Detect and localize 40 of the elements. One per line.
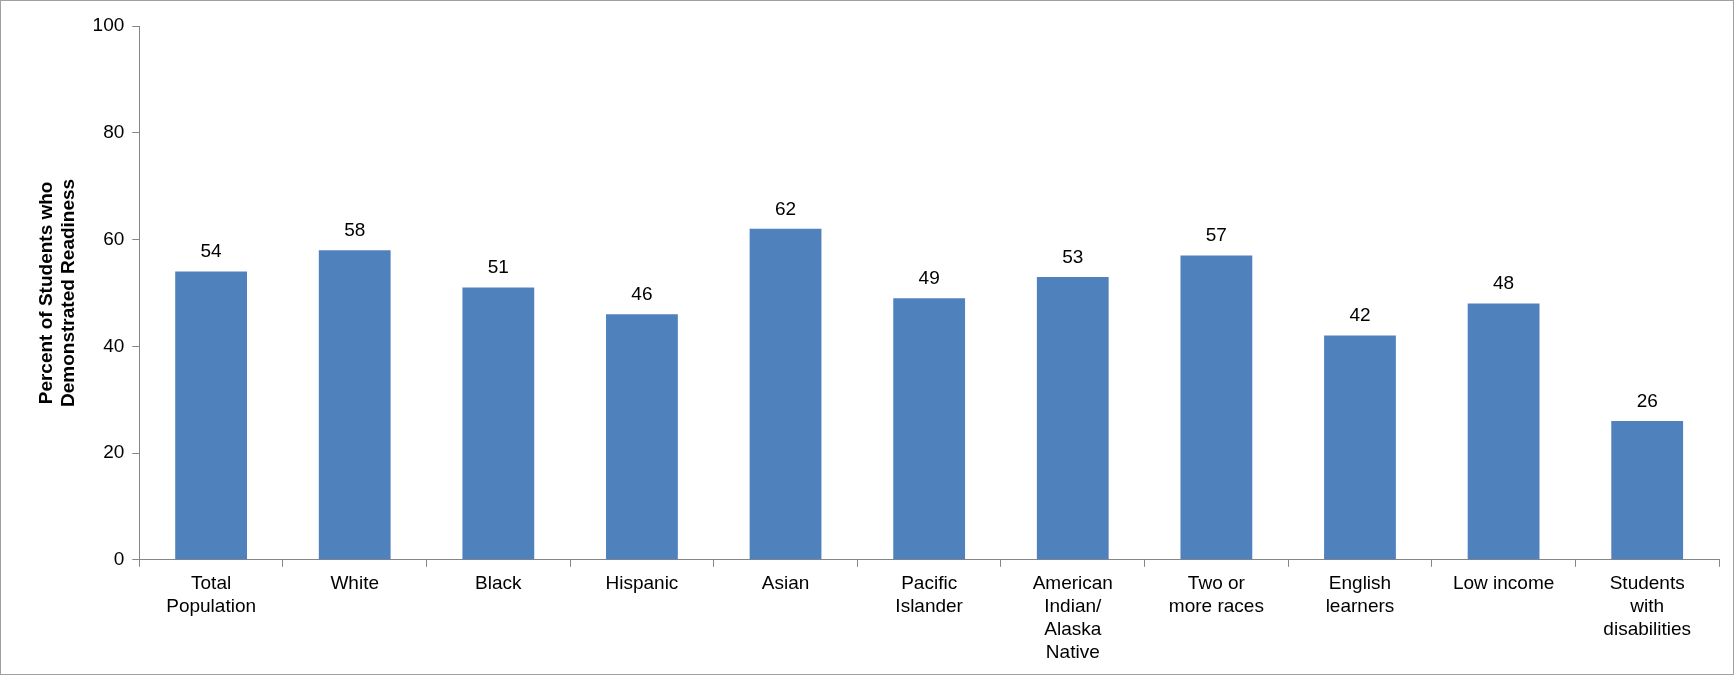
bar: [318, 250, 391, 560]
bar: [175, 271, 248, 560]
y-tick-label: 60: [103, 227, 125, 249]
x-tick-label: Students with disabilities: [1603, 572, 1692, 640]
y-tick-label: 100: [92, 14, 125, 36]
bar: [1180, 255, 1253, 560]
data-label: 53: [1062, 245, 1084, 267]
x-tick-label: White: [330, 572, 379, 594]
data-label: 57: [1205, 224, 1227, 246]
y-tick-label: 0: [113, 548, 125, 570]
x-tick-label: Low income: [1452, 572, 1555, 594]
x-tick-label: English learners: [1325, 572, 1395, 617]
y-tick-label: 40: [103, 334, 125, 356]
bar: [1036, 276, 1109, 560]
bar: [1611, 421, 1684, 560]
y-tick-label: 80: [103, 120, 125, 142]
data-label: 54: [200, 240, 223, 262]
x-tick-label: Black: [475, 572, 523, 594]
bar: [1467, 303, 1540, 560]
bar: [893, 298, 966, 560]
data-label: 46: [631, 282, 653, 304]
x-tick-label: Total Population: [166, 572, 256, 617]
bar: [462, 287, 535, 560]
y-tick-label: 20: [103, 441, 125, 463]
data-label: 49: [918, 266, 940, 288]
bar: [606, 314, 678, 560]
data-label: 42: [1349, 304, 1371, 326]
x-tick-label: American Indian/ Alaska Native: [1032, 572, 1113, 662]
data-label: 58: [344, 218, 366, 240]
x-tick-label: Two or more races: [1168, 572, 1264, 617]
y-axis-title: Percent of Students who Demonstrated Readiness: [34, 178, 79, 407]
bar: [749, 228, 822, 560]
bar: [1324, 335, 1396, 560]
data-label: 51: [487, 256, 509, 278]
data-label: 62: [774, 197, 797, 219]
data-label: 48: [1493, 272, 1515, 294]
data-label: 26: [1636, 389, 1658, 411]
x-tick-label: Pacific Islander: [895, 572, 964, 617]
x-tick-label: Hispanic: [605, 572, 679, 594]
x-tick-label: Asian: [761, 572, 810, 594]
